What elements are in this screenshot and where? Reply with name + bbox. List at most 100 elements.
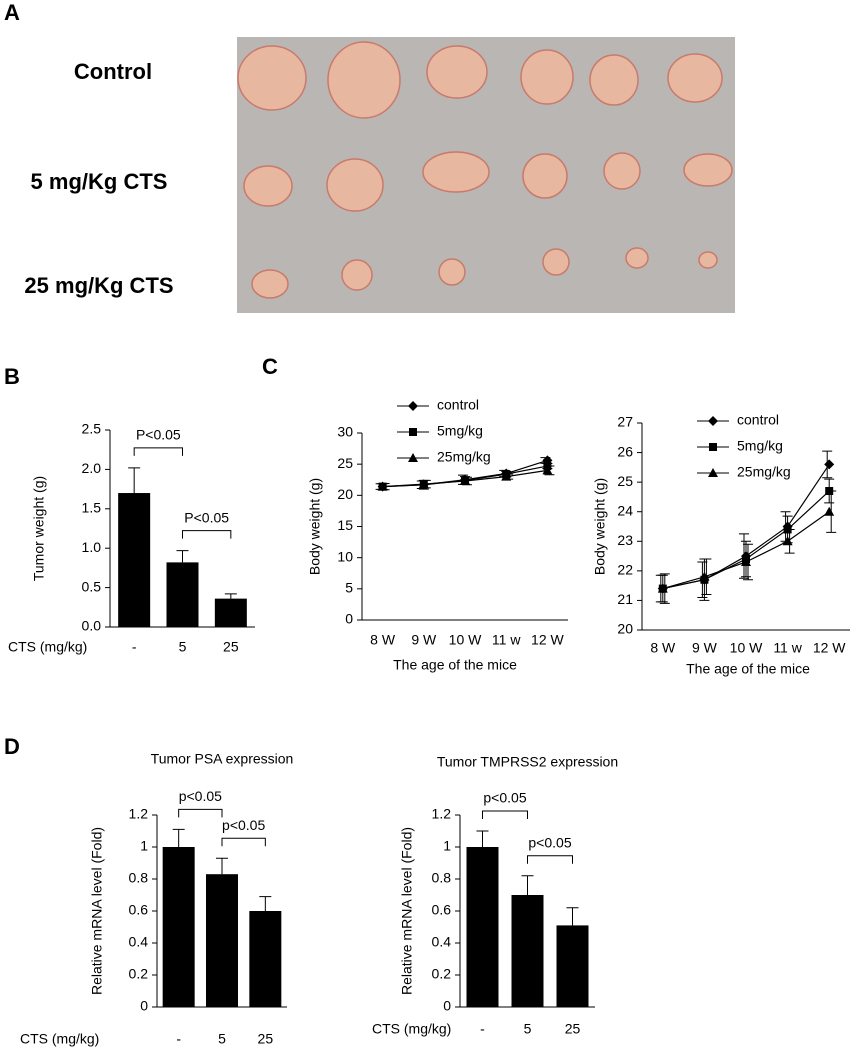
y-tick-label: 0.8 — [129, 870, 149, 886]
significance-label: p<0.05 — [528, 835, 571, 851]
legend-label: control — [437, 397, 479, 413]
photo-label: 5 mg/Kg CTS — [31, 169, 168, 194]
x-tick-label: 9 W — [411, 632, 437, 648]
significance-bracket — [527, 855, 573, 864]
y-tick-label: 1 — [140, 838, 148, 854]
x-axis-label: The age of the mice — [686, 661, 810, 677]
bar — [206, 874, 238, 1007]
legend-marker — [408, 453, 418, 462]
marker — [741, 556, 751, 566]
y-tick-label: 27 — [617, 414, 633, 430]
marker — [501, 471, 512, 481]
x-tick-label: 8 W — [650, 640, 676, 656]
significance-bracket — [133, 447, 183, 456]
bar — [166, 562, 199, 627]
x-tick-label: 5 — [179, 639, 187, 655]
significance-label: P<0.05 — [136, 427, 181, 443]
y-tick-label: 21 — [617, 591, 633, 607]
panel-letter: B — [4, 364, 20, 389]
x-tick-label: 9 W — [692, 640, 718, 656]
error-bar — [521, 875, 534, 895]
y-tick-label: 22 — [617, 562, 633, 578]
x-tick-label: - — [480, 1021, 485, 1037]
significance-label: P<0.05 — [184, 509, 229, 525]
significance-bracket — [482, 810, 528, 819]
x-tick-label: 10 W — [449, 632, 482, 648]
y-tick-label: 0.6 — [129, 902, 149, 918]
legend-marker — [708, 468, 718, 477]
bar — [249, 911, 282, 1007]
y-tick-label: 5 — [345, 580, 353, 596]
bar — [162, 847, 195, 1007]
y-tick-label: 10 — [337, 548, 353, 564]
marker — [824, 506, 835, 516]
significance-label: p<0.05 — [179, 788, 222, 804]
y-tick-label: 0.2 — [129, 966, 149, 982]
y-tick-label: 25 — [617, 473, 633, 489]
x-tick-label: 5 — [218, 1031, 226, 1047]
x-tick-label: 12 W — [813, 640, 846, 656]
marker — [782, 536, 793, 546]
x-tick-label: 25 — [258, 1031, 274, 1047]
y-axis-label: Relative mRNA level (Fold) — [399, 827, 415, 995]
y-tick-label: 1 — [443, 838, 451, 854]
y-axis-label: Body weight (g) — [307, 478, 323, 575]
marker — [460, 475, 470, 485]
marker — [699, 571, 710, 581]
chart-title: Tumor PSA expression — [151, 751, 294, 767]
panel-letter: A — [4, 0, 20, 25]
error-bar — [224, 593, 237, 599]
tumor-photo — [237, 37, 735, 313]
x-axis-label: CTS (mg/kg) — [8, 639, 87, 655]
x-tick-label: 25 — [565, 1021, 581, 1037]
y-tick-label: 23 — [617, 532, 633, 548]
y-tick-label: 2.0 — [82, 460, 102, 476]
x-tick-label: 11 w — [492, 632, 521, 648]
error-bar — [176, 550, 189, 563]
x-tick-label: 11 w — [773, 640, 802, 656]
y-tick-label: 1.2 — [129, 806, 149, 822]
panel-letter: C — [262, 354, 278, 379]
y-tick-label: 0 — [345, 611, 353, 627]
error-bar — [216, 857, 228, 875]
y-tick-label: 0.0 — [82, 618, 102, 634]
y-tick-label: 26 — [617, 443, 633, 459]
legend-marker — [409, 428, 417, 436]
legend-marker — [708, 416, 718, 426]
x-tick-label: - — [132, 639, 137, 655]
y-axis-label: Relative mRNA level (Fold) — [89, 827, 105, 995]
y-tick-label: 0.5 — [82, 578, 102, 594]
y-tick-label: 24 — [617, 502, 633, 518]
significance-bracket — [221, 837, 266, 847]
x-tick-label: 5 — [524, 1021, 532, 1037]
marker — [657, 583, 668, 593]
y-tick-label: 30 — [337, 424, 353, 440]
panel-letter: D — [4, 734, 20, 759]
x-tick-label: 8 W — [370, 632, 396, 648]
y-tick-label: 1.5 — [82, 500, 102, 516]
y-tick-label: 2.5 — [82, 421, 102, 437]
x-axis-label: CTS (mg/kg) — [20, 1031, 99, 1047]
y-tick-label: 15 — [337, 517, 353, 533]
y-tick-label: 25 — [337, 455, 353, 471]
y-tick-label: 0 — [443, 998, 451, 1014]
y-tick-label: 20 — [337, 486, 353, 502]
chart-title: Tumor TMPRSS2 expression — [437, 754, 618, 770]
y-tick-label: 0.2 — [432, 966, 452, 982]
y-tick-label: 20 — [617, 621, 633, 637]
legend-marker — [408, 401, 418, 411]
bar — [118, 493, 151, 627]
significance-label: p<0.05 — [222, 817, 265, 833]
legend-marker — [709, 443, 717, 451]
x-tick-label: 25 — [223, 639, 239, 655]
marker — [542, 465, 553, 475]
marker — [377, 481, 388, 491]
x-tick-label: - — [176, 1031, 181, 1047]
x-axis-label: The age of the mice — [393, 657, 517, 673]
marker — [824, 459, 835, 470]
significance-bracket — [182, 530, 232, 539]
y-tick-label: 0 — [140, 998, 148, 1014]
bar — [511, 895, 544, 1007]
